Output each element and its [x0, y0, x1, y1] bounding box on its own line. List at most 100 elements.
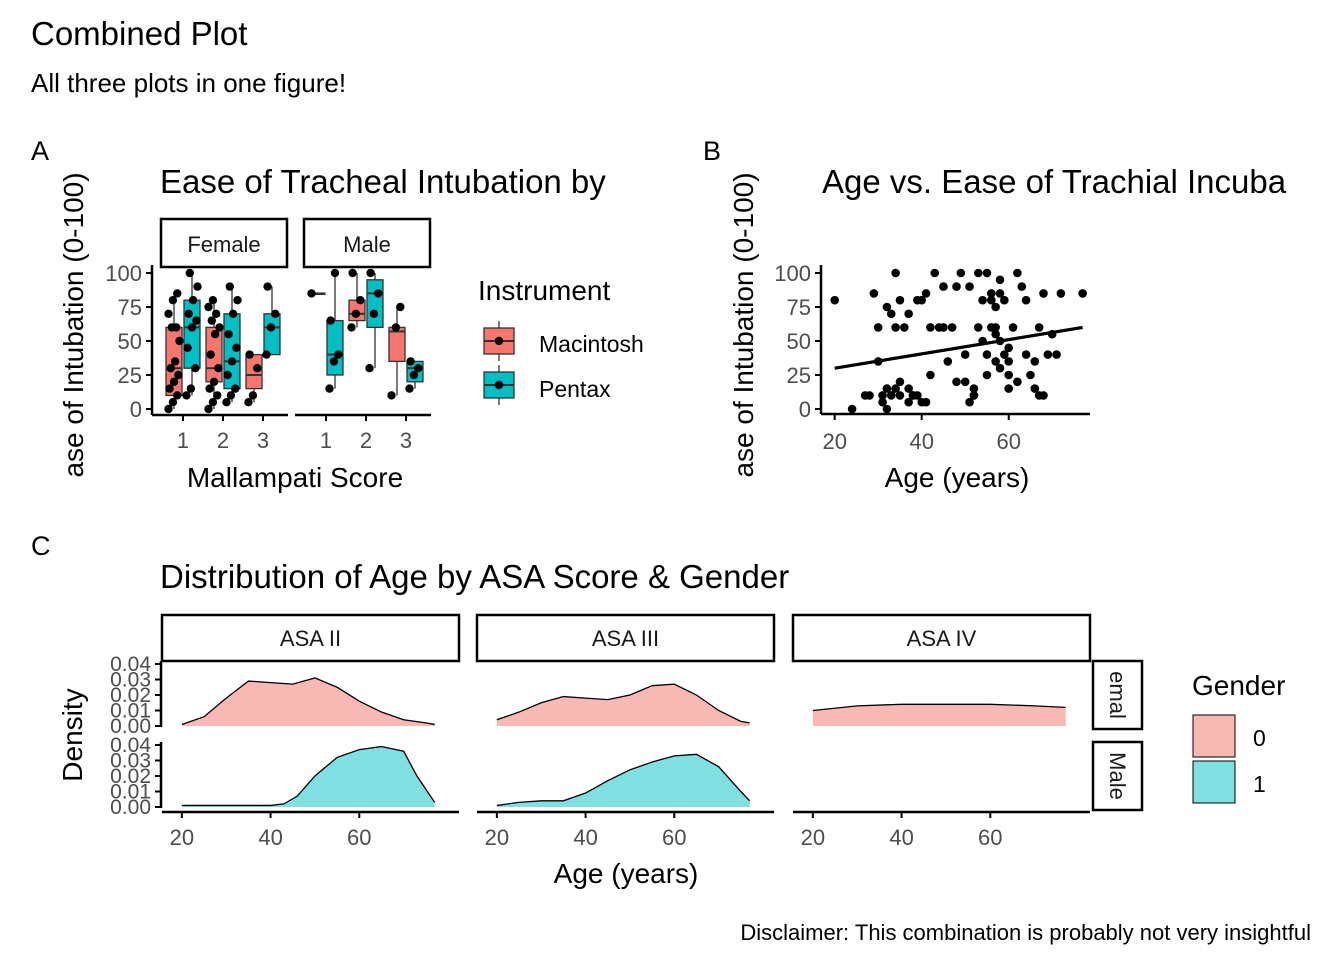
scatter-point: [995, 363, 1005, 373]
box-point-macintosh: [164, 404, 173, 414]
box-point-pentax: [365, 364, 374, 373]
panel-b-y-tick-label: 25: [787, 363, 811, 388]
scatter-point: [1056, 289, 1066, 298]
scatter-point: [969, 384, 979, 393]
box-point-pentax: [182, 391, 191, 400]
scatter-point: [830, 295, 839, 305]
panel-b-x-tick-label: 40: [909, 429, 933, 454]
scatter-point: [917, 295, 926, 305]
legend-key-gender-1: [1192, 760, 1236, 804]
box-point-macintosh: [206, 350, 215, 359]
box-point-macintosh: [253, 364, 262, 373]
scatter-point: [930, 268, 940, 278]
facet-label-asa-iv: ASA IV: [907, 626, 977, 651]
panel-c-y-tick-label: 0.00: [110, 715, 151, 738]
facet-strip-asa-iv: [791, 613, 1092, 663]
panel-b-x-tick-label: 20: [822, 429, 846, 454]
panel-c-x-tick-label: 60: [662, 825, 686, 850]
scatter-point: [973, 323, 983, 332]
scatter-point: [1043, 350, 1053, 359]
scatter-point: [904, 397, 913, 407]
panel-a-title: Ease of Tracheal Intubation by: [160, 163, 606, 200]
scatter-point: [1004, 370, 1013, 380]
box-point-macintosh: [244, 398, 253, 407]
box-macintosh: [388, 326, 406, 363]
panel-a-y-tick-label: 50: [118, 329, 142, 354]
scatter-point: [939, 323, 948, 332]
scatter-point: [913, 391, 922, 400]
scatter-point: [886, 391, 896, 400]
box-point-macintosh: [164, 309, 173, 318]
scatter-point: [1039, 391, 1048, 400]
scatter-point: [878, 397, 887, 407]
panel-c-y-tick-label: 0.04: [110, 653, 151, 676]
panel-c-x-tick-label: 60: [347, 825, 371, 850]
box-point-pentax: [329, 357, 339, 366]
facet-strip-row-emal: [1091, 659, 1144, 731]
scatter-point: [960, 350, 970, 359]
box-point-pentax: [222, 398, 231, 407]
box-point-macintosh: [396, 302, 405, 312]
legend-key-gender-0: [1192, 714, 1236, 758]
scatter-point: [939, 282, 948, 291]
scatter-point: [882, 404, 892, 414]
scatter-point: [926, 370, 935, 380]
panel-c-title: Distribution of Age by ASA Score & Gende…: [160, 558, 789, 595]
scatter-point: [1004, 343, 1013, 353]
scatter-point: [965, 282, 974, 291]
box-point-macintosh: [165, 384, 174, 393]
panel-a-x-tick-label: 2: [217, 428, 229, 453]
panel-c-y-tick-label: 0.02: [110, 765, 151, 788]
box-point-pentax: [374, 289, 383, 298]
panel-a-legend-title: Instrument: [478, 275, 610, 306]
scatter-point: [926, 323, 935, 332]
legend-label-pentax: Pentax: [539, 376, 611, 402]
scatter-point: [991, 357, 1000, 366]
scatter-point: [1021, 350, 1031, 359]
scatter-point: [1026, 370, 1035, 380]
box-point-macintosh: [170, 357, 180, 366]
panel-c-x-tick-label: 20: [485, 825, 509, 850]
facet-strip-asa-iii: [475, 613, 776, 663]
facet-strip-row-male: [1091, 740, 1144, 812]
scatter-point: [878, 391, 887, 400]
box-point-macintosh: [212, 309, 221, 318]
scatter-point: [882, 302, 892, 312]
box-point-pentax: [263, 282, 272, 291]
chart-marks: 0 25 50 75 100 1 2 3 1 2 3 0 25 50 75 100 20 40 60 ASA II AS…: [105, 261, 1144, 850]
box-point-macintosh: [248, 391, 258, 400]
legend-key-point-macintosh: [494, 336, 504, 346]
box-point-pentax: [330, 268, 340, 278]
box-point-pentax: [188, 296, 198, 305]
panel-c-y-title: Density: [57, 688, 88, 781]
scatter-point: [991, 323, 1000, 332]
box-point-pentax: [228, 309, 238, 318]
scatter-point: [1039, 289, 1048, 298]
box-point-pentax: [266, 323, 276, 332]
panel-tag-c: C: [31, 531, 51, 561]
box-point-macintosh: [356, 296, 365, 305]
scatter-point: [891, 384, 900, 393]
scatter-point: [991, 329, 1000, 339]
panel-b-y-title: ase of Intubation (0-100): [728, 172, 759, 477]
box-point-pentax: [224, 330, 233, 339]
scatter-point: [965, 397, 974, 407]
box-point-pentax: [409, 370, 419, 380]
panel-c-y-tick-label: 0.03: [110, 750, 151, 773]
facet-label-asa-ii: ASA II: [280, 626, 341, 651]
scatter-point: [973, 268, 983, 278]
scatter-point: [1013, 268, 1022, 278]
scatter-point: [1052, 350, 1061, 359]
scatter-point: [943, 357, 953, 366]
scatter-point: [869, 289, 879, 298]
box-point-macintosh: [168, 398, 178, 407]
box-point-pentax: [232, 343, 241, 352]
panel-b-title: Age vs. Ease of Trachial Incuba: [822, 163, 1287, 200]
box-point-macintosh: [204, 404, 213, 414]
figure-subtitle: All three plots in one figure!: [31, 68, 346, 98]
panel-tag-b: B: [703, 136, 721, 166]
box-point-macintosh: [391, 323, 401, 332]
facet-label-row-emal: emal: [1105, 671, 1130, 719]
scatter-point: [882, 384, 892, 393]
